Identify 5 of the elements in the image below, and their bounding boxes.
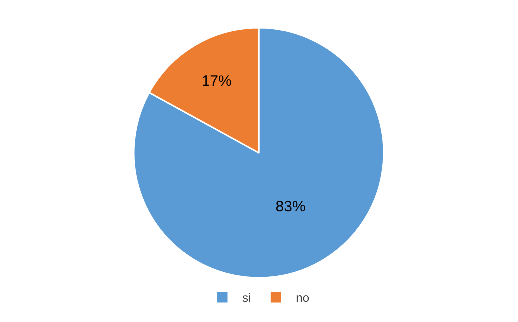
- pie-slice: [133, 27, 385, 279]
- legend-label: no: [296, 291, 310, 306]
- legend-label: si: [242, 291, 252, 306]
- data-label: 17%: [202, 73, 232, 90]
- data-label: 83%: [276, 198, 306, 216]
